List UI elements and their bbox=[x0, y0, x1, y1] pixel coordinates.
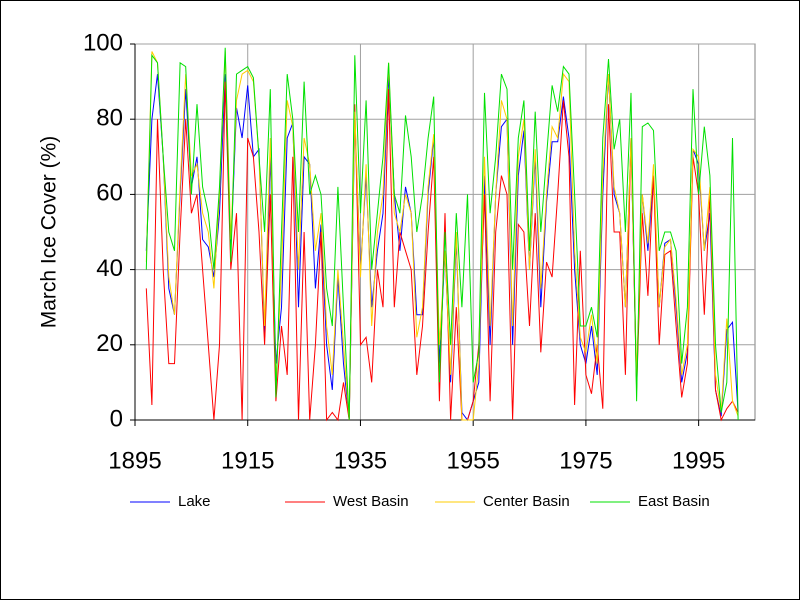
legend-label: Lake bbox=[178, 493, 211, 510]
y-tick-label: 80 bbox=[96, 105, 123, 132]
x-tick-label: 1995 bbox=[672, 447, 725, 474]
y-tick-label: 0 bbox=[110, 405, 123, 432]
x-tick-label: 1955 bbox=[446, 447, 499, 474]
x-tick-label: 1915 bbox=[221, 447, 274, 474]
x-tick-label: 1975 bbox=[559, 447, 612, 474]
x-tick-label: 1895 bbox=[108, 447, 161, 474]
legend-label: West Basin bbox=[333, 493, 409, 510]
legend-label: Center Basin bbox=[483, 493, 570, 510]
y-tick-label: 100 bbox=[83, 29, 123, 56]
series-line bbox=[145, 47, 739, 421]
x-tick-label: 1935 bbox=[334, 447, 387, 474]
y-tick-label: 40 bbox=[96, 255, 123, 282]
y-tick-label: 60 bbox=[96, 180, 123, 207]
y-tick-label: 20 bbox=[96, 330, 123, 357]
y-axis-label: March Ice Cover (%) bbox=[38, 136, 61, 329]
legend-label: East Basin bbox=[638, 493, 710, 510]
